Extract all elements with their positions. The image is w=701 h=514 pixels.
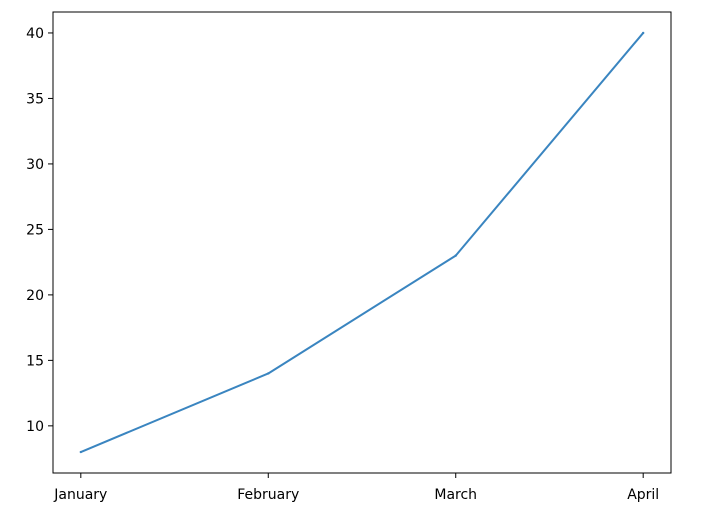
data-point	[454, 254, 457, 257]
x-tick-label: February	[237, 487, 299, 503]
x-tick-label: April	[627, 487, 659, 503]
data-point	[267, 372, 270, 375]
x-tick-label: March	[434, 487, 477, 503]
y-tick-label: 25	[26, 222, 44, 238]
x-tick-label: January	[53, 487, 107, 503]
y-tick-label: 30	[26, 157, 44, 173]
plot-area: 10 15 20 25 30 35 40 January February March April	[26, 11, 672, 503]
y-tick-label: 10	[26, 419, 44, 435]
y-tick-label: 35	[26, 91, 44, 107]
y-tick-label: 15	[26, 353, 44, 369]
y-tick-label: 20	[26, 288, 44, 304]
series-line	[80, 32, 644, 453]
y-tick-label: 40	[26, 26, 44, 42]
data-point	[641, 31, 645, 35]
data-point	[79, 450, 83, 454]
axes-frame	[52, 11, 672, 474]
